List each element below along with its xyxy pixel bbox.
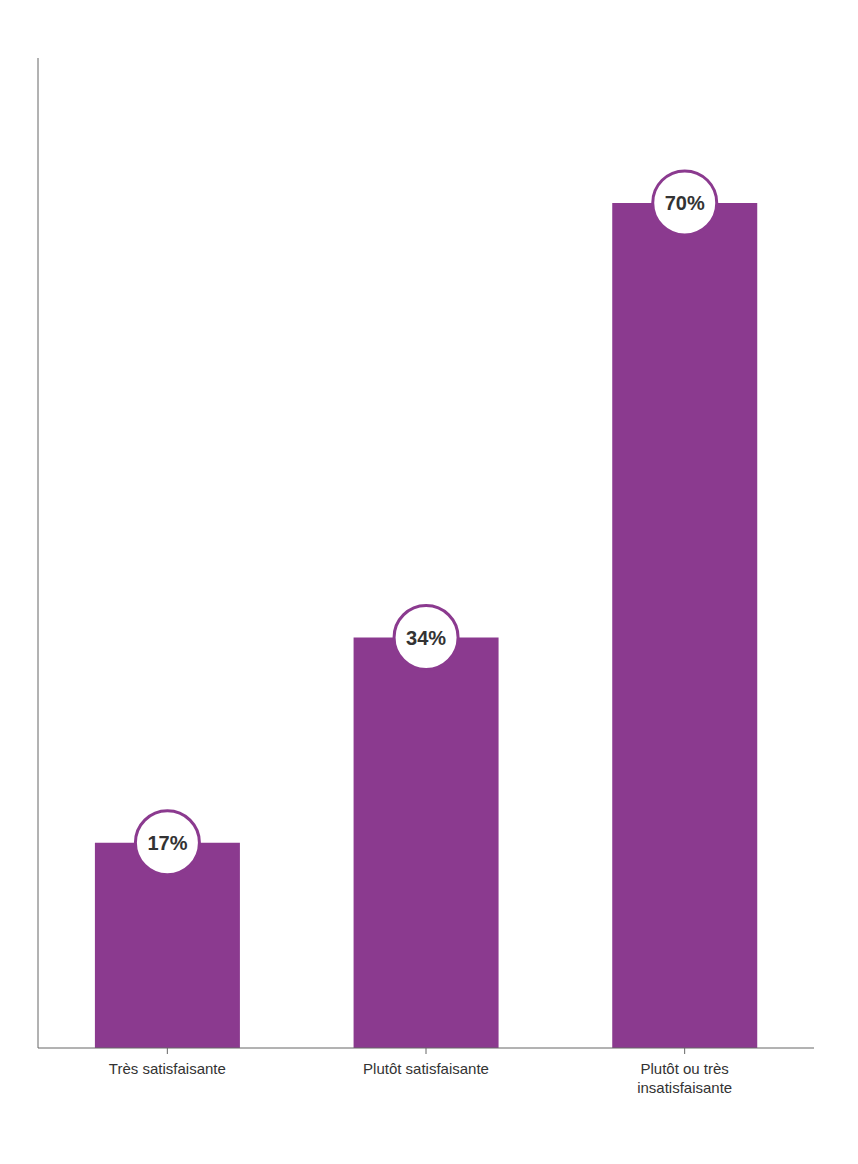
svg-text:Plutôt satisfaisante: Plutôt satisfaisante	[363, 1060, 489, 1077]
svg-text:34%: 34%	[406, 627, 446, 649]
svg-text:70%: 70%	[665, 192, 705, 214]
svg-text:17%: 17%	[147, 832, 187, 854]
svg-text:Très satisfaisante: Très satisfaisante	[109, 1060, 226, 1077]
svg-text:Plutôt ou trèsinsatisfaisante: Plutôt ou trèsinsatisfaisante	[637, 1060, 732, 1096]
